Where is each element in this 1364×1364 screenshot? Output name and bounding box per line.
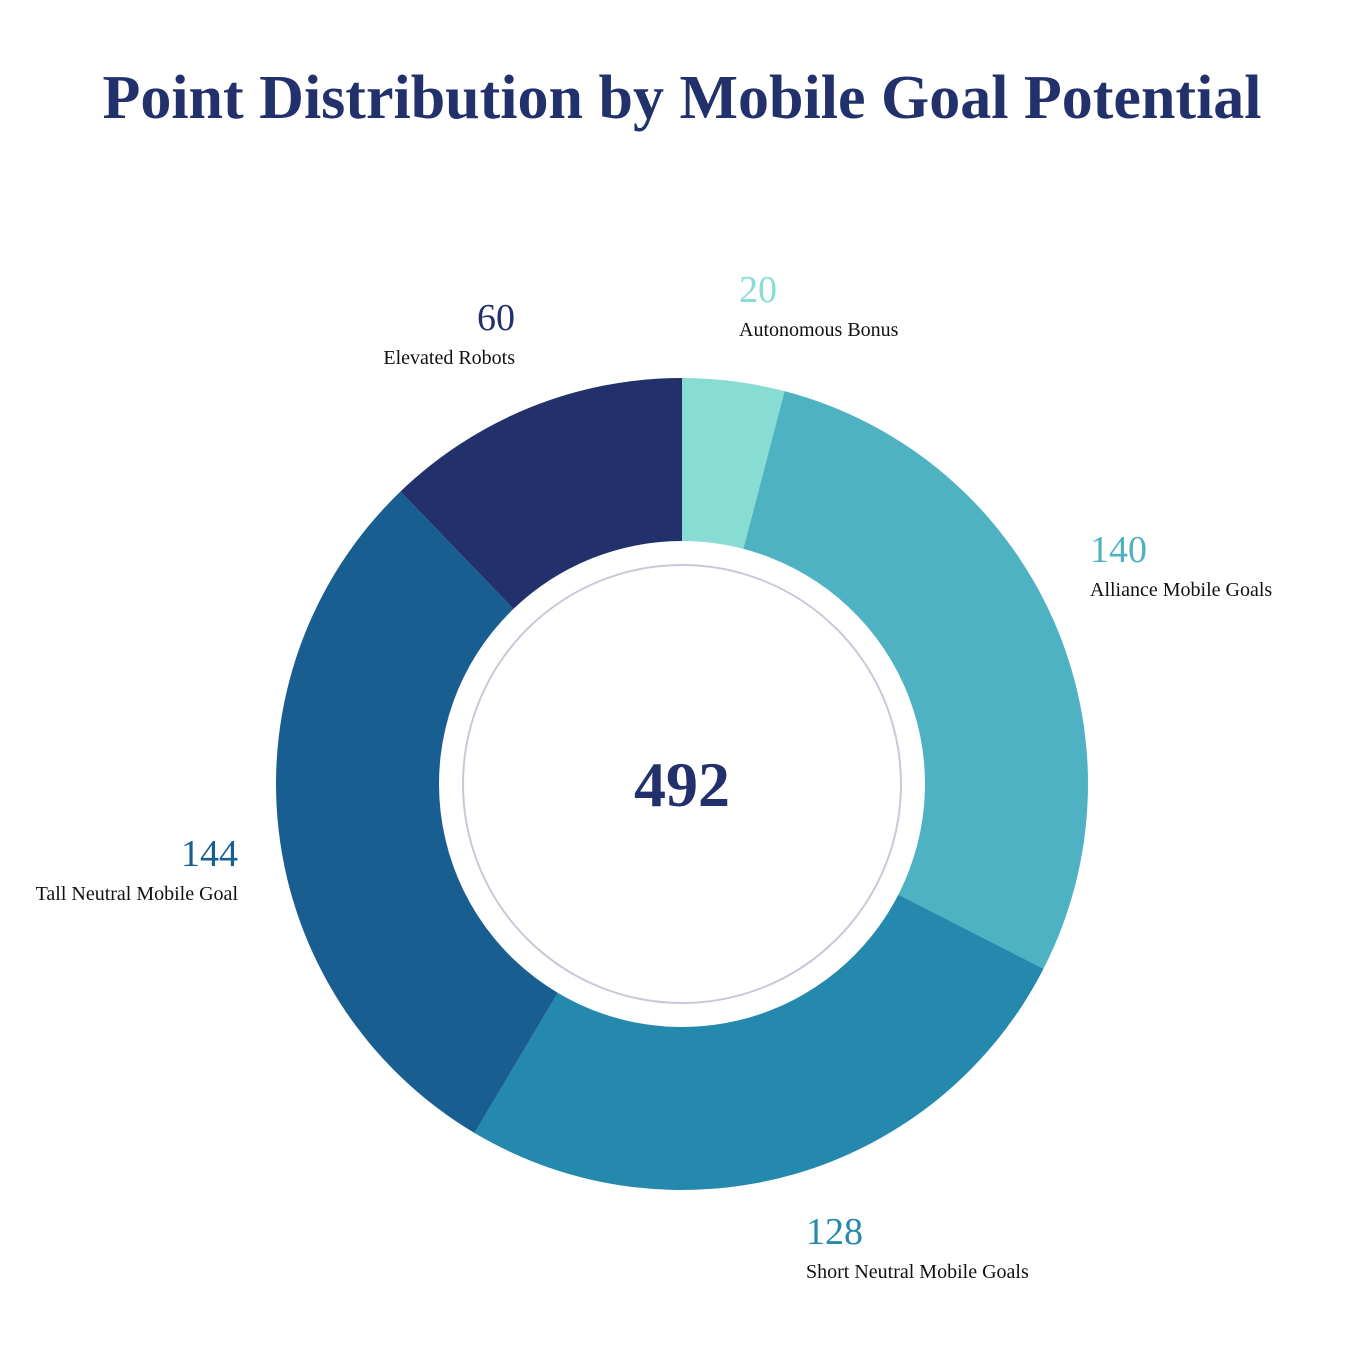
slice-value-autonomous-bonus: 20 [739,269,777,311]
slice-value-elevated-robots: 60 [477,297,515,339]
slice-label-elevated-robots: Elevated Robots [383,347,515,369]
slice-label-short-neutral-mobile-goals: Short Neutral Mobile Goals [806,1261,1029,1283]
slice-value-tall-neutral-mobile-goal: 144 [181,833,238,875]
slice-tall-neutral-mobile-goal [276,491,558,1133]
slice-label-alliance-mobile-goals: Alliance Mobile Goals [1090,579,1272,601]
slice-label-autonomous-bonus: Autonomous Bonus [739,319,899,341]
inner-ring [462,564,902,1004]
donut-slices [276,378,1088,1190]
slice-label-tall-neutral-mobile-goal: Tall Neutral Mobile Goal [36,883,239,905]
center-total: 492 [634,749,730,820]
slice-elevated-robots [400,378,682,609]
slice-short-neutral-mobile-goals [474,894,1044,1190]
slice-value-alliance-mobile-goals: 140 [1090,529,1147,571]
chart-title: Point Distribution by Mobile Goal Potent… [102,64,1262,132]
slice-alliance-mobile-goals [743,391,1088,969]
slice-labels: 20 Autonomous Bonus 140 Alliance Mobile Goa… [36,269,1273,1283]
slice-value-short-neutral-mobile-goals: 128 [806,1211,863,1253]
slice-autonomous-bonus [682,378,785,549]
